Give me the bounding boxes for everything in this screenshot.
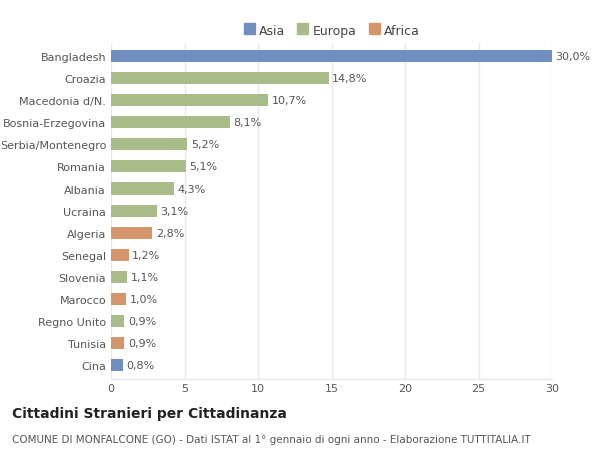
Text: Cittadini Stranieri per Cittadinanza: Cittadini Stranieri per Cittadinanza — [12, 406, 287, 420]
Bar — [111, 139, 187, 151]
Text: 1,1%: 1,1% — [131, 272, 159, 282]
Text: 10,7%: 10,7% — [272, 96, 307, 106]
Legend: Asia, Europa, Africa: Asia, Europa, Africa — [239, 20, 425, 43]
Text: 1,0%: 1,0% — [130, 294, 157, 304]
Text: 30,0%: 30,0% — [556, 52, 591, 62]
Text: 2,8%: 2,8% — [156, 228, 184, 238]
Text: 0,9%: 0,9% — [128, 316, 156, 326]
Bar — [111, 359, 123, 371]
Bar — [111, 271, 127, 283]
Bar — [111, 293, 126, 305]
Text: COMUNE DI MONFALCONE (GO) - Dati ISTAT al 1° gennaio di ogni anno - Elaborazione: COMUNE DI MONFALCONE (GO) - Dati ISTAT a… — [12, 434, 531, 444]
Text: 4,3%: 4,3% — [178, 184, 206, 194]
Bar — [111, 161, 186, 173]
Bar — [111, 117, 230, 129]
Text: 8,1%: 8,1% — [234, 118, 262, 128]
Text: 3,1%: 3,1% — [160, 206, 188, 216]
Text: 0,9%: 0,9% — [128, 338, 156, 348]
Bar — [111, 205, 157, 217]
Bar — [111, 183, 174, 195]
Bar — [111, 315, 124, 327]
Bar — [111, 73, 329, 85]
Text: 0,8%: 0,8% — [127, 360, 155, 370]
Bar — [111, 51, 552, 63]
Text: 5,2%: 5,2% — [191, 140, 220, 150]
Text: 14,8%: 14,8% — [332, 74, 368, 84]
Bar — [111, 249, 128, 261]
Text: 5,1%: 5,1% — [190, 162, 218, 172]
Bar — [111, 95, 268, 107]
Text: 1,2%: 1,2% — [133, 250, 161, 260]
Bar — [111, 227, 152, 239]
Bar — [111, 337, 124, 349]
